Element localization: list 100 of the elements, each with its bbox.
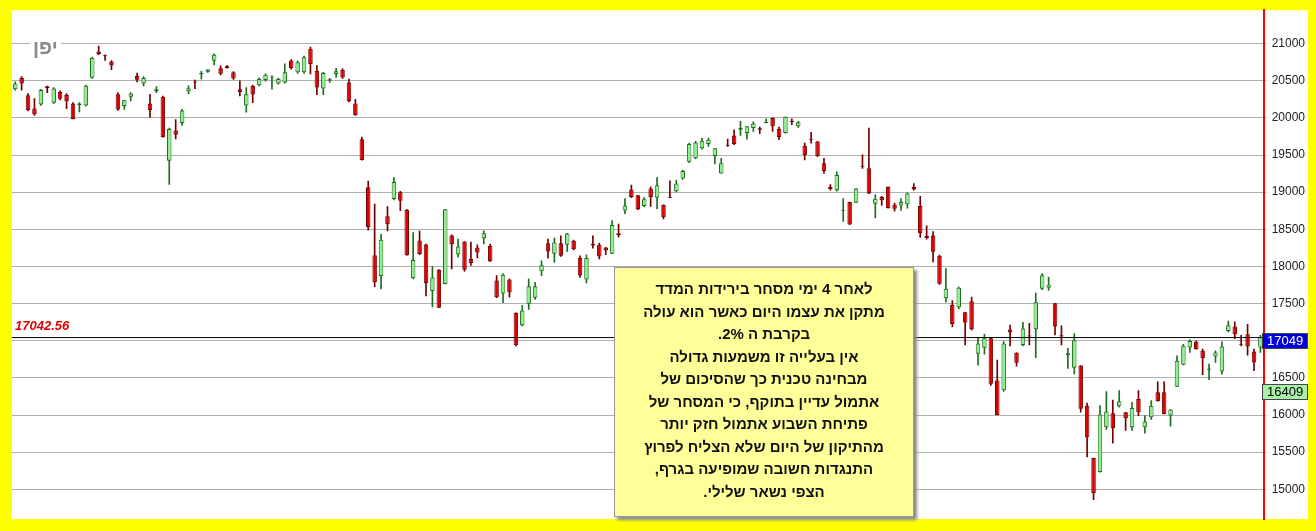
candlestick: [19, 76, 24, 91]
candlestick: [995, 359, 1000, 416]
candlestick: [802, 142, 807, 161]
y-tick-label: 17500: [1271, 295, 1306, 310]
candlestick: [237, 80, 243, 97]
candlestick: [1155, 381, 1160, 402]
candlestick: [1091, 457, 1096, 501]
candlestick: [1136, 390, 1141, 416]
candlestick: [873, 194, 878, 219]
candlestick: [295, 60, 300, 74]
y-tick-label: 19000: [1271, 184, 1306, 199]
candlestick: [879, 195, 884, 206]
candlestick: [539, 260, 544, 276]
candlestick: [526, 278, 531, 310]
candlestick: [218, 65, 223, 76]
candlestick: [494, 275, 499, 299]
candlestick: [276, 77, 281, 85]
candlestick: [173, 119, 178, 140]
candlestick: [751, 121, 756, 132]
candlestick: [796, 120, 801, 128]
candlestick: [1213, 350, 1218, 363]
candlestick: [340, 68, 345, 79]
candlestick: [64, 93, 69, 110]
candlestick: [244, 87, 249, 113]
y-tick-label: 15500: [1271, 444, 1306, 459]
y-tick-label: 19500: [1271, 147, 1306, 162]
candlestick: [417, 230, 422, 255]
candlestick: [1226, 320, 1231, 333]
candlestick: [1123, 411, 1128, 431]
candlestick: [167, 127, 172, 185]
y-tick-label: 20000: [1271, 110, 1306, 125]
y-tick-label: 18000: [1271, 258, 1306, 273]
y-tick-label: 16500: [1271, 370, 1306, 385]
y-tick-label: 15000: [1271, 481, 1306, 496]
y-tick-label: 16000: [1271, 407, 1306, 422]
candlestick: [1046, 276, 1051, 291]
text: יפן: [30, 36, 61, 59]
candlestick: [231, 71, 236, 80]
candlestick: [520, 305, 525, 327]
candlestick: [308, 46, 313, 75]
candlestick: [815, 141, 820, 157]
candlestick: [674, 179, 679, 193]
candlestick: [430, 266, 435, 308]
candlestick: [443, 209, 448, 285]
candlestick: [847, 201, 852, 225]
y-tick-label: 21000: [1271, 35, 1306, 50]
candlestick: [706, 137, 711, 147]
candlestick: [109, 60, 114, 70]
candlestick: [51, 87, 56, 104]
candlestick: [892, 202, 897, 212]
candlestick: [648, 186, 653, 207]
candlestick: [141, 76, 146, 87]
candlestick: [905, 192, 910, 209]
candlestick: [128, 92, 133, 102]
candlestick: [1072, 333, 1077, 375]
candlestick: [1078, 365, 1083, 413]
ref-line-label: 17042.56: [15, 317, 70, 333]
candlestick: [385, 206, 390, 232]
y-tick-label: 18500: [1271, 221, 1306, 236]
candlestick: [186, 85, 191, 94]
candlestick: [719, 157, 724, 174]
candlestick: [597, 242, 602, 260]
text: 17049: [1262, 333, 1309, 349]
candlestick: [449, 234, 454, 270]
candlestick: [372, 203, 377, 288]
candlestick: [96, 45, 101, 56]
candlestick: [32, 98, 37, 116]
candlestick: [122, 100, 127, 110]
candlestick: [783, 116, 788, 134]
candlestick: [661, 204, 666, 220]
candlestick: [1014, 352, 1019, 367]
candlestick: [1104, 391, 1109, 430]
candlestick: [1245, 323, 1250, 356]
candlestick: [475, 244, 480, 259]
candlestick: [584, 254, 589, 284]
candlestick: [571, 239, 576, 251]
candlestick: [982, 333, 987, 355]
candlestick: [250, 84, 255, 104]
candlestick: [770, 117, 775, 132]
candlestick: [969, 296, 974, 331]
candlestick: [1001, 341, 1006, 392]
candlestick: [950, 300, 955, 328]
y-tick-label: 20500: [1271, 73, 1306, 88]
candlestick: [1168, 409, 1173, 427]
candlestick: [321, 71, 326, 95]
candlestick: [398, 191, 403, 212]
candlestick: [462, 241, 467, 272]
candlestick: [552, 237, 557, 263]
candlestick: [629, 184, 634, 199]
candlestick: [1181, 343, 1186, 366]
candlestick: [1200, 348, 1205, 376]
candlestick: [603, 247, 608, 256]
candlestick: [693, 141, 698, 160]
text: 16409: [1262, 384, 1309, 400]
candlestick: [789, 118, 795, 125]
candlestick: [937, 254, 942, 285]
candlestick: [353, 99, 358, 116]
candlestick: [1149, 400, 1154, 420]
sticky-note: לאחר 4 ימי מסחר בירידות המדד מתקן את עצמו היום כאשר הוא עולה בקרבת ה 2%. אין בעלייה זו משמעות גדולה מבחינה טכנית כך שהסיכום של אתמול עדיין בתוקף, כי המסחר של פתיחת השבוע אתמול חזק יותר מהתיקון של היום שלא הצליח לפרוץ התנגדות חשובה שמופיעה בגרף, הצפי נשאר שלילי.: [614, 267, 914, 517]
candlestick: [263, 73, 268, 82]
